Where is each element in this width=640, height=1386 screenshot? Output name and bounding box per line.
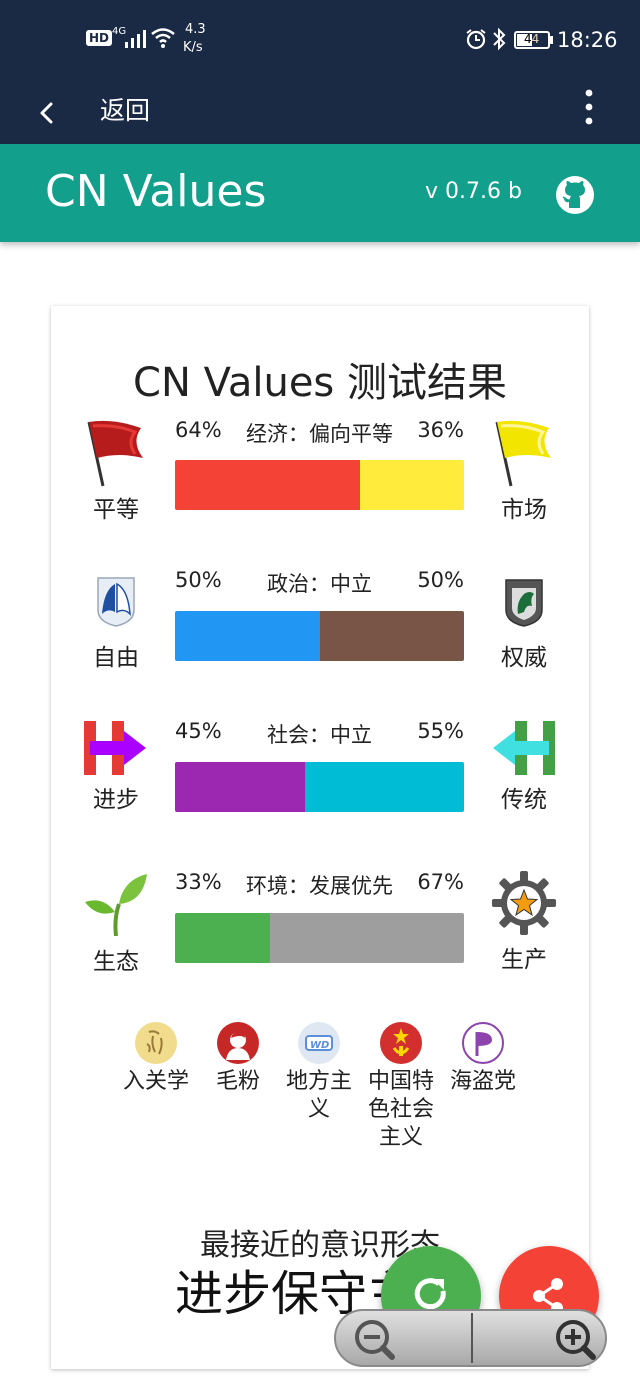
axis-right-pct: 50%	[417, 568, 464, 592]
signal-icon	[124, 28, 148, 48]
yellow-flag-icon	[491, 418, 555, 488]
axis-bar	[175, 762, 464, 812]
axis-bar-right	[319, 611, 464, 661]
app-version: v 0.7.6 b	[425, 179, 522, 204]
h-arrow-left-icon	[493, 721, 555, 775]
portrait-badge-icon	[217, 1022, 259, 1064]
axis-left-name: 自由	[93, 645, 139, 671]
ideology-item: 入关学	[116, 1022, 196, 1096]
bluetooth-icon	[491, 27, 507, 51]
share-icon	[533, 1278, 563, 1314]
axis-right-pct: 67%	[417, 870, 464, 894]
axis-bar-left	[175, 611, 320, 661]
axis-left-pct: 33%	[175, 870, 222, 894]
net-speed-value: 4.3	[185, 22, 206, 37]
ideology-name: 入关学	[122, 1069, 189, 1094]
axis-label: 政治：中立	[267, 572, 372, 596]
nav-bar: 返回	[0, 80, 640, 144]
zoom-control	[334, 1309, 607, 1367]
app-bar: CN Values v 0.7.6 b	[0, 144, 640, 242]
battery-tip	[550, 36, 553, 44]
horse-emblem-icon	[502, 576, 546, 628]
more-menu-button[interactable]	[574, 84, 604, 130]
chevron-left-icon	[40, 102, 53, 124]
axis-right-name: 市场	[501, 497, 547, 523]
axis-left-name: 生态	[93, 949, 139, 975]
ideology-item: 海盗党	[443, 1022, 523, 1096]
axis-left-pct: 45%	[175, 719, 222, 743]
battery-level	[517, 34, 532, 46]
axis-header: 64% 经济：偏向平等 36%	[175, 418, 464, 448]
axis-bar	[175, 913, 464, 963]
axis-bar-left	[175, 460, 360, 510]
h-arrow-right-icon	[84, 721, 146, 775]
back-button[interactable]	[30, 90, 70, 134]
calligraphy-badge-icon	[135, 1022, 177, 1064]
card-title: CN Values 测试结果	[133, 360, 507, 406]
axis-bar	[175, 460, 464, 510]
hd-badge: HD	[86, 30, 113, 46]
regional-badge-icon: WD	[298, 1022, 340, 1064]
more-vertical-icon	[585, 89, 593, 125]
back-label[interactable]: 返回	[100, 96, 151, 125]
zoom-in-icon	[556, 1320, 596, 1360]
axis-bar-right	[305, 762, 464, 812]
net-speed-unit: K/s	[183, 40, 203, 55]
zoom-out-button[interactable]	[336, 1311, 471, 1365]
wings-emblem-icon	[94, 574, 138, 628]
axis-right-pct: 36%	[417, 418, 464, 442]
ideology-item: 毛粉	[198, 1022, 278, 1096]
axis-bar-right	[270, 913, 464, 963]
alarm-icon	[465, 28, 487, 50]
result-card: CN Values 测试结果 平等 64% 经济：偏向平等 36% 市场 自由 …	[51, 306, 589, 1369]
battery-icon: 44	[514, 31, 550, 49]
zoom-in-button[interactable]	[473, 1311, 605, 1365]
emblem-badge-icon	[380, 1022, 422, 1064]
axis-right-name: 生产	[501, 947, 547, 973]
zoom-divider	[471, 1313, 473, 1363]
axis-right-name: 传统	[501, 787, 547, 813]
axis-left-pct: 64%	[175, 418, 222, 442]
zoom-out-icon	[355, 1320, 395, 1360]
status-bar: HD 4G 4.3 K/s 44 18:26	[0, 0, 640, 80]
axis-label: 经济：偏向平等	[246, 422, 393, 446]
axis-bar-left	[175, 762, 306, 812]
ideology-name: 毛粉	[215, 1069, 260, 1094]
app-title: CN Values	[45, 166, 267, 217]
battery-text: 44	[524, 32, 540, 46]
ideology-name: 中国特色社会主义	[367, 1069, 434, 1150]
ideology-name: 地方主义	[285, 1069, 352, 1122]
axis-bar-left	[175, 913, 271, 963]
axis-header: 50% 政治：中立 50%	[175, 568, 464, 598]
refresh-icon	[414, 1278, 446, 1310]
svg-text:WD: WD	[310, 1040, 329, 1051]
gear-star-icon	[492, 871, 556, 935]
ideology-item: 中国特色社会主义	[361, 1022, 441, 1152]
axis-bar	[175, 611, 464, 661]
axis-bar-right	[359, 460, 464, 510]
red-flag-icon	[83, 418, 147, 488]
github-icon	[556, 176, 594, 214]
axis-label: 环境：发展优先	[246, 874, 393, 898]
axis-left-name: 平等	[93, 497, 139, 523]
wifi-icon	[150, 26, 176, 48]
axis-right-name: 权威	[501, 645, 547, 671]
axis-header: 33% 环境：发展优先 67%	[175, 870, 464, 900]
pirate-party-icon	[462, 1022, 504, 1064]
axis-label: 社会：中立	[267, 723, 372, 747]
axis-left-name: 进步	[93, 787, 139, 813]
axis-right-pct: 55%	[417, 719, 464, 743]
ideology-item: WD 地方主义	[279, 1022, 359, 1124]
github-button[interactable]	[555, 175, 595, 215]
clock: 18:26	[557, 28, 618, 52]
ideology-name: 海盗党	[449, 1069, 516, 1094]
axis-header: 45% 社会：中立 55%	[175, 719, 464, 749]
sprout-icon	[83, 872, 149, 937]
axis-left-pct: 50%	[175, 568, 222, 592]
network-type: 4G	[112, 26, 127, 37]
